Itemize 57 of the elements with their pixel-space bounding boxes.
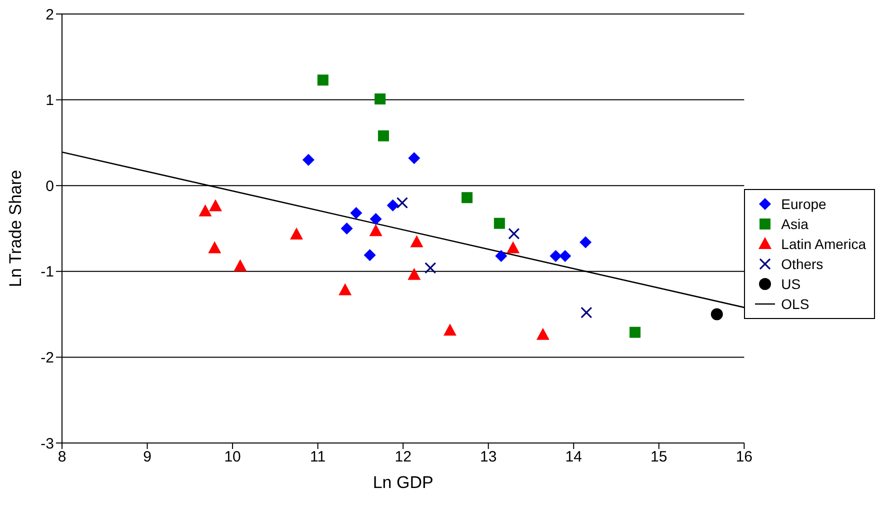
legend-label: Latin America	[781, 236, 866, 252]
point	[580, 306, 592, 318]
point	[340, 222, 353, 234]
point	[495, 250, 508, 262]
point	[559, 250, 572, 262]
point	[410, 235, 424, 248]
point	[302, 154, 314, 166]
point	[506, 241, 520, 254]
x-tick-label: 14	[565, 448, 582, 466]
y-tick-label: 1	[46, 92, 54, 110]
point	[396, 196, 408, 209]
y-tick-label: -3	[40, 435, 54, 452]
point	[494, 218, 505, 229]
point	[374, 93, 386, 104]
point	[408, 152, 420, 164]
y-tick-label: -2	[40, 350, 54, 367]
point	[234, 259, 247, 272]
point	[208, 199, 222, 212]
x-tick-label: 10	[224, 448, 241, 466]
y-axis-title: Ln Trade Share	[6, 170, 26, 288]
point	[536, 328, 550, 340]
x-axis-title: Ln GDP	[372, 473, 434, 492]
legend-label: US	[781, 276, 801, 292]
point	[370, 213, 382, 226]
point	[364, 249, 376, 262]
point	[208, 241, 222, 254]
point	[462, 192, 473, 204]
x-tick-label: 15	[650, 448, 668, 466]
point	[350, 207, 362, 220]
legend-label: OLS	[781, 296, 810, 312]
x-tick-label: 11	[310, 448, 326, 466]
y-tick-label: 2	[46, 6, 54, 24]
point	[710, 308, 723, 320]
legend-label: Europe	[781, 196, 826, 212]
x-tick-label: 13	[480, 448, 497, 466]
y-tick-label: 0	[46, 178, 54, 195]
point	[317, 74, 328, 86]
point	[369, 224, 382, 236]
x-tick-label: 9	[143, 448, 152, 466]
x-tick-label: 12	[394, 448, 412, 466]
point	[443, 324, 456, 336]
point	[198, 204, 212, 216]
legend-label: Asia	[781, 216, 808, 232]
x-tick-label: 16	[736, 448, 753, 466]
point	[290, 228, 303, 240]
x-tick-label: 8	[58, 448, 66, 466]
point	[550, 250, 562, 262]
point	[508, 228, 520, 240]
legend-label: Others	[781, 256, 824, 272]
point	[408, 268, 421, 280]
point	[580, 236, 592, 248]
point	[338, 283, 352, 296]
point	[630, 326, 641, 338]
point	[386, 199, 399, 212]
point	[424, 262, 436, 274]
y-tick-label: -1	[40, 264, 54, 281]
point	[378, 130, 389, 142]
